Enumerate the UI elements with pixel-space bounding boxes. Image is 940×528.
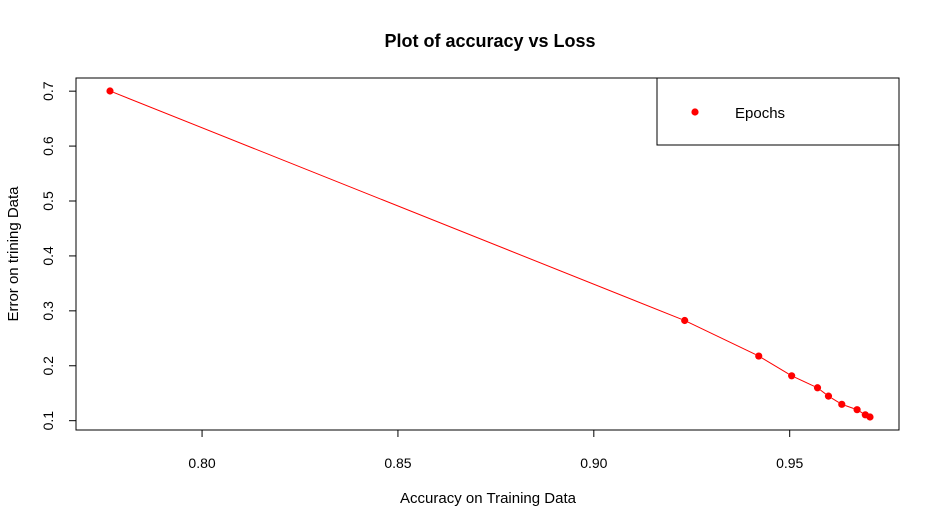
x-tick-label: 0.95 bbox=[776, 455, 803, 471]
y-tick-label: 0.1 bbox=[40, 411, 56, 431]
series-line-segment bbox=[845, 405, 854, 409]
data-point bbox=[866, 413, 874, 421]
y-tick-label: 0.6 bbox=[40, 136, 56, 156]
y-tick-label: 0.2 bbox=[40, 356, 56, 376]
y-tick-label: 0.4 bbox=[40, 246, 56, 266]
y-axis: 0.1 0.2 0.3 0.4 0.5 0.6 0.7 bbox=[40, 81, 76, 430]
series-line-segment bbox=[859, 411, 863, 414]
series-layer bbox=[106, 87, 874, 421]
plot-frame bbox=[75, 77, 900, 431]
series-line-segment bbox=[820, 389, 826, 395]
series-line-segment bbox=[831, 397, 839, 403]
x-axis-label: Accuracy on Training Data bbox=[400, 490, 577, 507]
data-point bbox=[788, 372, 796, 380]
y-tick-label: 0.3 bbox=[40, 301, 56, 321]
data-point bbox=[106, 87, 114, 95]
data-point bbox=[755, 352, 763, 360]
data-point bbox=[681, 316, 689, 325]
series-line-segment bbox=[761, 357, 789, 375]
y-tick-label: 0.5 bbox=[40, 191, 56, 211]
series-line-segment bbox=[113, 91, 682, 320]
y-axis-label: Error on trining Data bbox=[5, 186, 22, 322]
legend: Epochs bbox=[656, 77, 900, 146]
y-tick-label: 0.7 bbox=[40, 81, 56, 101]
data-point bbox=[838, 400, 846, 408]
series-line-segment bbox=[687, 321, 756, 355]
series-line-segment bbox=[794, 376, 815, 387]
x-tick-label: 0.90 bbox=[580, 455, 607, 471]
x-tick-label: 0.80 bbox=[188, 455, 215, 471]
legend-marker bbox=[691, 108, 699, 116]
data-point bbox=[813, 384, 822, 392]
x-tick-label: 0.85 bbox=[384, 455, 411, 471]
legend-label-epochs: Epochs bbox=[735, 105, 785, 122]
x-axis: 0.80 0.85 0.90 0.95 bbox=[188, 430, 804, 471]
chart-title: Plot of accuracy vs Loss bbox=[384, 31, 595, 51]
data-point bbox=[824, 392, 833, 400]
data-point bbox=[853, 406, 861, 414]
